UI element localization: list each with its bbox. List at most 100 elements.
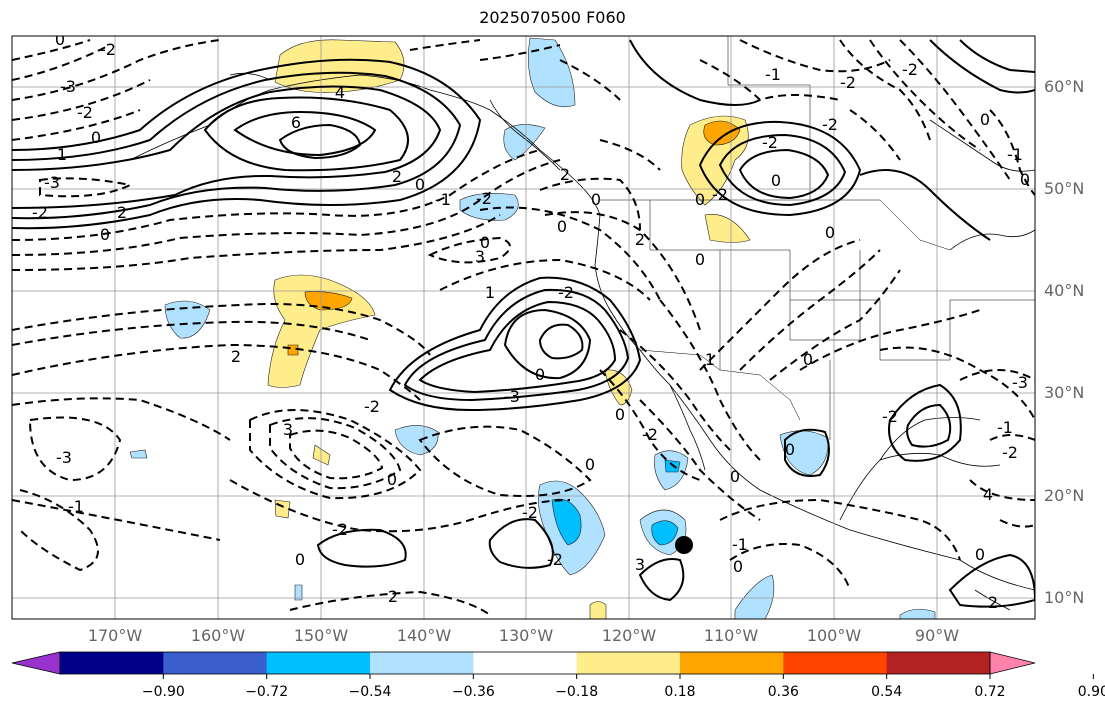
contour-label: -3 (56, 448, 72, 467)
dashed-contours (12, 39, 1035, 616)
colorbar-segment (370, 652, 474, 674)
latitude-label: 10°N (1044, 588, 1085, 607)
contour-label: 0 (695, 190, 705, 209)
contour-label: 2 (988, 593, 998, 612)
colorbar-segment (783, 652, 888, 674)
longitude-label: 130°W (498, 626, 554, 645)
contour-label: 2 (560, 165, 570, 184)
longitude-label: 150°W (293, 626, 349, 645)
contour-label: -2 (712, 185, 728, 204)
contour-label: -2 (77, 103, 93, 122)
contour-label: 2 (388, 587, 398, 606)
longitude-label: 90°W (914, 626, 960, 645)
latitude-label: 30°N (1044, 383, 1085, 402)
contour-label: -3 (44, 173, 60, 192)
map-border (11, 35, 1036, 620)
latitude-label: 50°N (1044, 179, 1085, 198)
contour-label: 0 (100, 225, 110, 244)
contour-label: 1 (57, 145, 67, 164)
colorbar-segment (576, 652, 681, 674)
contour-label: -2 (882, 407, 898, 426)
colorbar (11, 651, 1094, 679)
colorbar-extend-high (989, 651, 1036, 675)
colorbar-tick-label: 0.36 (767, 684, 799, 700)
contour-label: -2 (547, 550, 563, 569)
contour-label: -3 (504, 387, 520, 406)
colorbar-tick-label: −0.36 (451, 684, 495, 700)
latitude-label: 60°N (1044, 77, 1085, 96)
contour-label: 0 (1020, 170, 1030, 189)
map-title: 2025070500 F060 (479, 8, 626, 27)
contour-label: 0 (975, 545, 985, 564)
colorbar-tick-label: 0.72 (974, 684, 1006, 700)
colorbar-segment (60, 652, 164, 674)
contour-label: -2 (902, 60, 918, 79)
contour-label: 0 (695, 250, 705, 269)
contour-label: 0 (295, 550, 305, 569)
contour-label: 2 (392, 167, 402, 186)
colorbar-segment (886, 652, 991, 674)
shading-layer (129, 37, 936, 619)
contour-label: -2 (32, 203, 48, 222)
latitude-label: 20°N (1044, 486, 1085, 505)
contour-label: 0 (55, 30, 65, 49)
contour-label: 3 (475, 247, 485, 266)
gridlines (12, 36, 1035, 619)
colorbar-tick-label: 0.54 (871, 684, 903, 700)
contour-label: 0 (785, 440, 795, 459)
contour-label: -2 (642, 425, 658, 444)
contour-label: 0 (480, 233, 490, 252)
latitude-label: 40°N (1044, 281, 1085, 300)
colorbar-segment (680, 652, 784, 674)
colorbar-tick-label: −0.90 (141, 684, 185, 700)
longitude-label: 160°W (190, 626, 246, 645)
longitude-label: 110°W (703, 626, 759, 645)
longitude-label: 100°W (806, 626, 862, 645)
contour-label: 0 (415, 175, 425, 194)
colorbar-outline (59, 651, 991, 675)
contour-label: -2 (558, 283, 574, 302)
contour-label: 2 (117, 203, 127, 222)
contour-label: 4 (983, 485, 993, 504)
contour-label: 1 (485, 283, 495, 302)
contour-label: -1 (997, 418, 1013, 437)
colorbar-extend-low (11, 651, 61, 675)
colorbar-tick-label: −0.54 (348, 684, 392, 700)
contour-label: -1 (435, 190, 451, 209)
contour-label: 0 (825, 223, 835, 242)
contour-label: 0 (535, 365, 545, 384)
contour-label: 0 (733, 557, 743, 576)
contour-label: 0 (557, 217, 567, 236)
contour-label: 3 (635, 555, 645, 574)
colorbar-segment (163, 652, 268, 674)
contour-label: -2 (840, 73, 856, 92)
contour-label: -2 (364, 397, 380, 416)
longitude-label: 170°W (87, 626, 143, 645)
colorbar-tick-label: −0.72 (245, 684, 289, 700)
contour-label: 4 (335, 83, 345, 102)
contour-label: 0 (591, 190, 601, 209)
contour-label: -2 (822, 115, 838, 134)
contour-label: -2 (100, 40, 116, 59)
contour-label: 0 (803, 350, 813, 369)
contour-label: -1 (732, 535, 748, 554)
contour-label: 1 (705, 350, 715, 369)
contour-label: 6 (291, 113, 301, 132)
contour-label: 0 (91, 128, 101, 147)
contour-label: -1 (765, 65, 781, 84)
colorbar-tick-label: 0.18 (664, 684, 696, 700)
colorbar-tick-label: −0.18 (555, 684, 599, 700)
solid-contours (12, 39, 1035, 608)
contour-label: -2 (476, 189, 492, 208)
contour-label: -2 (332, 520, 348, 539)
contour-label: 0 (980, 110, 990, 129)
contour-label: -2 (522, 503, 538, 522)
contour-label: -1 (1007, 145, 1023, 164)
colorbar-segment (266, 652, 371, 674)
longitude-label: 140°W (396, 626, 452, 645)
contour-label: -3 (1012, 373, 1028, 392)
contour-label: -1 (68, 497, 84, 516)
